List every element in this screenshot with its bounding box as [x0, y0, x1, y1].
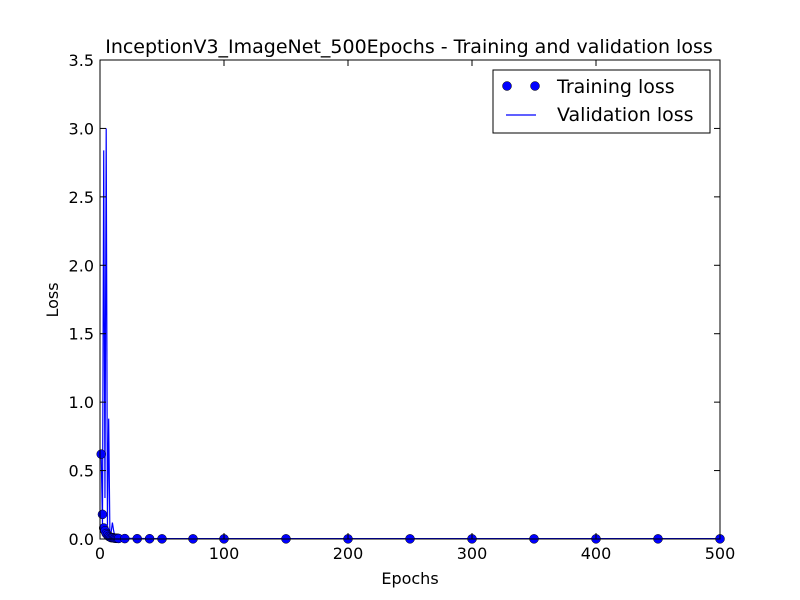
- y-tick-label: 0.0: [69, 530, 94, 549]
- y-tick-label: 3.5: [69, 51, 94, 70]
- x-tick-label: 400: [581, 544, 612, 563]
- x-tick-label: 500: [705, 544, 736, 563]
- y-tick-label: 0.5: [69, 462, 94, 481]
- legend-label-training: Training loss: [556, 76, 675, 98]
- x-tick-label: 200: [333, 544, 364, 563]
- y-tick-label: 2.5: [69, 188, 94, 207]
- plot-area: [100, 60, 720, 539]
- y-tick-label: 2.0: [69, 256, 94, 275]
- x-tick-label: 300: [457, 544, 488, 563]
- x-tick-label: 0: [95, 544, 105, 563]
- x-tick-label: 100: [209, 544, 240, 563]
- y-tick-label: 3.0: [69, 119, 94, 138]
- y-axis-label: Loss: [43, 282, 62, 317]
- legend-label-validation: Validation loss: [557, 104, 694, 126]
- ticks-layer: 0 100 200 300 400 500 0.0 0.5 1.0 1.5 2.0 2.5 3.0 3.5: [69, 51, 736, 563]
- y-tick-label: 1.5: [69, 325, 94, 344]
- legend: Training loss Validation loss: [492, 69, 711, 134]
- y-tick-label: 1.0: [69, 393, 94, 412]
- legend-marker-training: [530, 81, 540, 91]
- data-point-training: [96, 449, 106, 459]
- plot-frame: [99, 59, 721, 540]
- legend-marker-training: [502, 81, 512, 91]
- x-axis-label: Epochs: [381, 569, 438, 588]
- chart-title: InceptionV3_ImageNet_500Epochs - Trainin…: [105, 36, 713, 58]
- data-point-training: [97, 509, 108, 520]
- legend-box: [492, 69, 711, 134]
